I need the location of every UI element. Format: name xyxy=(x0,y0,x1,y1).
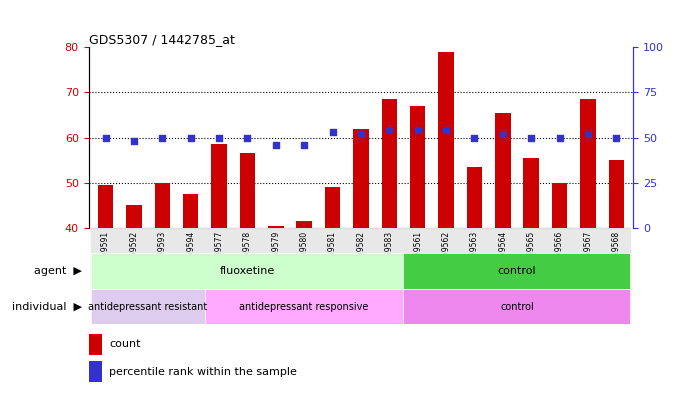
Point xyxy=(469,134,480,141)
Bar xyxy=(91,228,120,318)
Bar xyxy=(375,228,403,318)
Bar xyxy=(240,153,255,228)
Bar xyxy=(381,99,397,228)
Bar xyxy=(176,228,205,318)
Bar xyxy=(602,228,631,318)
Text: antidepressant resistant: antidepressant resistant xyxy=(89,301,208,312)
Point xyxy=(554,134,565,141)
Bar xyxy=(205,289,403,324)
Text: percentile rank within the sample: percentile rank within the sample xyxy=(109,367,297,377)
Bar xyxy=(403,289,631,324)
Bar xyxy=(517,228,545,318)
Point xyxy=(355,131,366,137)
Bar xyxy=(296,221,312,228)
Bar xyxy=(403,228,432,318)
Bar xyxy=(403,253,631,289)
Text: fluoxetine: fluoxetine xyxy=(220,266,275,276)
Bar xyxy=(410,106,426,228)
Point xyxy=(129,138,140,144)
Bar xyxy=(466,167,482,228)
Text: control: control xyxy=(498,266,537,276)
Bar xyxy=(318,228,347,318)
Point xyxy=(327,129,338,135)
Bar xyxy=(495,113,511,228)
Point xyxy=(242,134,253,141)
Point xyxy=(412,127,423,134)
Point xyxy=(185,134,196,141)
Text: count: count xyxy=(109,340,140,349)
Point xyxy=(299,141,310,148)
Point xyxy=(214,134,225,141)
Bar xyxy=(155,183,170,228)
Point xyxy=(441,127,452,134)
Bar xyxy=(183,194,198,228)
Bar xyxy=(573,228,602,318)
Point xyxy=(384,127,395,134)
Bar xyxy=(262,228,290,318)
Point xyxy=(270,141,281,148)
Text: individual  ▶: individual ▶ xyxy=(12,301,82,312)
Bar xyxy=(268,226,283,228)
Text: antidepressant responsive: antidepressant responsive xyxy=(240,301,369,312)
Bar xyxy=(148,228,176,318)
Bar xyxy=(460,228,488,318)
Text: agent  ▶: agent ▶ xyxy=(34,266,82,276)
Bar xyxy=(233,228,262,318)
Bar xyxy=(524,158,539,228)
Bar xyxy=(609,160,624,228)
Point xyxy=(497,131,508,137)
Bar xyxy=(488,228,517,318)
Point xyxy=(100,134,111,141)
Point xyxy=(582,131,593,137)
Bar xyxy=(580,99,596,228)
Text: control: control xyxy=(500,301,534,312)
Bar xyxy=(98,185,113,228)
Bar xyxy=(211,144,227,228)
Bar xyxy=(290,228,318,318)
Bar xyxy=(126,205,142,228)
Bar xyxy=(120,228,148,318)
Bar xyxy=(205,228,233,318)
Bar xyxy=(545,228,573,318)
Point xyxy=(526,134,537,141)
Bar xyxy=(439,51,454,228)
Bar xyxy=(91,253,403,289)
Point xyxy=(157,134,168,141)
Bar xyxy=(89,334,102,355)
Text: GDS5307 / 1442785_at: GDS5307 / 1442785_at xyxy=(89,33,234,46)
Bar xyxy=(347,228,375,318)
Bar xyxy=(353,129,368,228)
Bar xyxy=(432,228,460,318)
Bar xyxy=(89,362,102,382)
Bar xyxy=(91,289,205,324)
Bar xyxy=(325,187,340,228)
Point xyxy=(611,134,622,141)
Bar xyxy=(552,183,567,228)
